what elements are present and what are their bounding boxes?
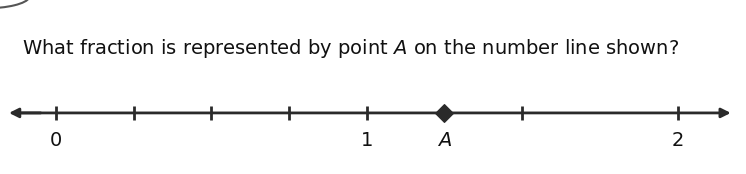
Text: 0: 0 [50,131,62,150]
Text: 2: 2 [671,131,684,150]
Text: What fraction is represented by point $A$ on the number line shown?: What fraction is represented by point $A… [22,37,680,60]
Text: $A$: $A$ [437,131,452,150]
Text: 1: 1 [360,131,373,150]
Point [439,112,451,114]
